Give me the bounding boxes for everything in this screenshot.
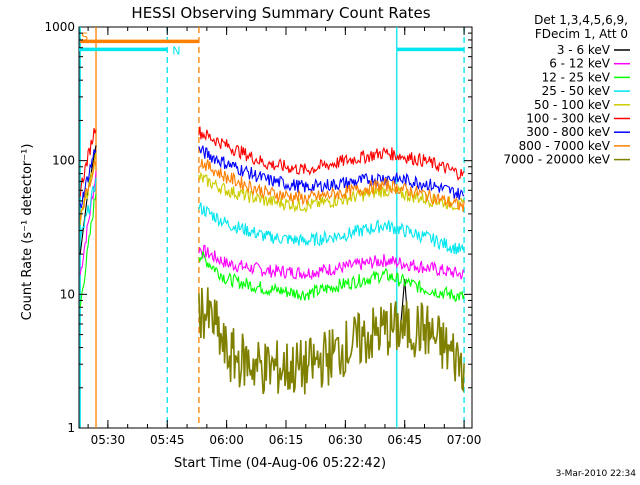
x-tick-label: 06:15 <box>269 433 304 447</box>
series-line-7000-20000 <box>198 287 465 395</box>
x-tick-label: 06:45 <box>387 433 422 447</box>
y-axis-label: Count Rate (s⁻¹ detector⁻¹) <box>20 144 35 321</box>
series-line-300-800 <box>198 145 465 200</box>
x-axis-label: Start Time (04-Aug-06 05:22:42) <box>174 456 386 471</box>
series-line-300-800 <box>79 149 97 209</box>
x-tick-label: 05:30 <box>91 433 126 447</box>
vertical-markers <box>79 27 465 428</box>
legend-header-line-1: Det 1,3,4,5,6,9, <box>534 13 628 27</box>
x-tick-label: 05:45 <box>150 433 185 447</box>
axis-ticks: 1 10 100 1000 05:30 05:45 06:00 06:15 06:30 06:45… <box>44 20 481 447</box>
legend-label-6-12: 6 - 12 keV <box>549 57 611 71</box>
series-line-800-7000 <box>198 159 465 213</box>
legend: Det 1,3,4,5,6,9, FDecim 1, Att 0 3 - 6 k… <box>503 13 630 167</box>
data-series <box>79 126 465 395</box>
legend-label-12-25: 12 - 25 keV <box>542 70 611 84</box>
y-tick-label: 10 <box>60 287 75 301</box>
annotation-label: N <box>172 44 180 57</box>
footer-date: 3-Mar-2010 22:34 <box>556 469 637 479</box>
legend-label-50-100: 50 - 100 keV <box>534 98 611 112</box>
y-tick-label: 1 <box>67 421 75 435</box>
x-tick-label: 07:00 <box>447 433 482 447</box>
legend-label-7000-20000: 7000 - 20000 keV <box>503 153 610 167</box>
legend-label-3-6: 3 - 6 keV <box>557 43 611 57</box>
legend-label-100-300: 100 - 300 keV <box>526 112 610 126</box>
y-tick-label: 100 <box>52 154 75 168</box>
series-line-100-300 <box>198 126 465 182</box>
series-line-6-12 <box>198 244 465 281</box>
x-tick-label: 06:30 <box>328 433 363 447</box>
annotation-label: S <box>81 30 88 43</box>
legend-label-300-800: 300 - 800 keV <box>526 125 610 139</box>
legend-label-25-50: 25 - 50 keV <box>542 84 611 98</box>
series-line-12-25 <box>79 193 97 307</box>
x-tick-label: 06:00 <box>209 433 244 447</box>
chart-title: HESSI Observing Summary Count Rates <box>131 4 430 22</box>
series-line-12-25 <box>198 251 465 303</box>
series-line-25-50 <box>79 177 97 241</box>
series-line-50-100 <box>198 171 465 214</box>
series-line-25-50 <box>198 202 465 255</box>
series-line-800-7000 <box>79 160 97 221</box>
legend-label-800-7000: 800 - 7000 keV <box>519 139 611 153</box>
plot-frame <box>78 26 473 429</box>
series-line-6-12 <box>79 171 97 275</box>
legend-header-line-2: FDecim 1, Att 0 <box>535 27 628 41</box>
series-line-100-300 <box>79 127 97 197</box>
y-tick-label: 1000 <box>44 20 75 34</box>
annotation-bars: SN <box>79 30 465 57</box>
